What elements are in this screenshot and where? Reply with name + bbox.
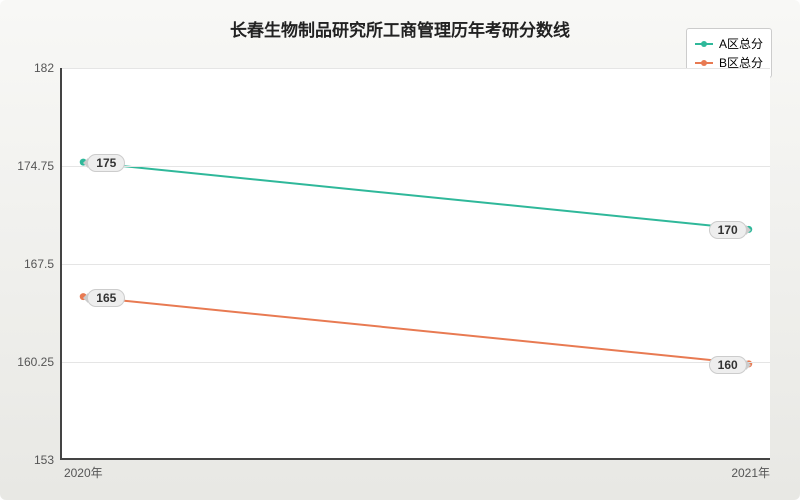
- grid-line: [62, 362, 770, 363]
- series-line: [83, 162, 749, 229]
- y-tick-label: 160.25: [17, 355, 62, 369]
- grid-line: [62, 264, 770, 265]
- y-tick-label: 174.75: [17, 159, 62, 173]
- legend-item-a: A区总分: [695, 35, 763, 52]
- series-line: [83, 297, 749, 364]
- chart-svg: [62, 68, 770, 458]
- y-tick-label: 153: [34, 453, 62, 467]
- plot-area: 153160.25167.5174.751822020年2021年1751701…: [60, 68, 770, 460]
- data-label: 175: [87, 154, 125, 172]
- chart-container: 长春生物制品研究所工商管理历年考研分数线 A区总分 B区总分 153160.25…: [0, 0, 800, 500]
- legend-swatch-b: [695, 62, 713, 64]
- data-label: 165: [87, 289, 125, 307]
- legend-label-a: A区总分: [719, 35, 763, 52]
- y-tick-label: 182: [34, 61, 62, 75]
- grid-line: [62, 166, 770, 167]
- grid-line: [62, 68, 770, 69]
- x-tick-label: 2020年: [64, 458, 103, 481]
- data-label: 170: [709, 221, 747, 239]
- legend-swatch-a: [695, 43, 713, 45]
- chart-title: 长春生物制品研究所工商管理历年考研分数线: [0, 16, 800, 41]
- y-tick-label: 167.5: [24, 257, 62, 271]
- x-tick-label: 2021年: [731, 458, 770, 481]
- data-label: 160: [709, 356, 747, 374]
